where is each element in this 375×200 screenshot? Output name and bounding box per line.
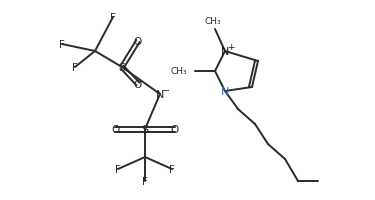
Text: F: F xyxy=(169,164,175,174)
Text: F: F xyxy=(72,63,78,73)
Text: N: N xyxy=(221,47,229,57)
Text: S: S xyxy=(118,63,126,73)
Text: F: F xyxy=(115,164,121,174)
Text: O: O xyxy=(134,80,142,90)
Text: S: S xyxy=(141,124,148,134)
Text: F: F xyxy=(142,176,148,186)
Text: −: − xyxy=(162,86,170,96)
Text: O: O xyxy=(111,124,119,134)
Text: CH₃: CH₃ xyxy=(170,67,187,76)
Text: F: F xyxy=(110,13,116,23)
Text: F: F xyxy=(59,40,65,50)
Text: O: O xyxy=(171,124,179,134)
Text: CH₃: CH₃ xyxy=(205,17,221,26)
Text: N: N xyxy=(156,90,164,100)
Text: +: + xyxy=(227,42,235,51)
Text: N: N xyxy=(221,87,229,97)
Text: O: O xyxy=(134,37,142,47)
